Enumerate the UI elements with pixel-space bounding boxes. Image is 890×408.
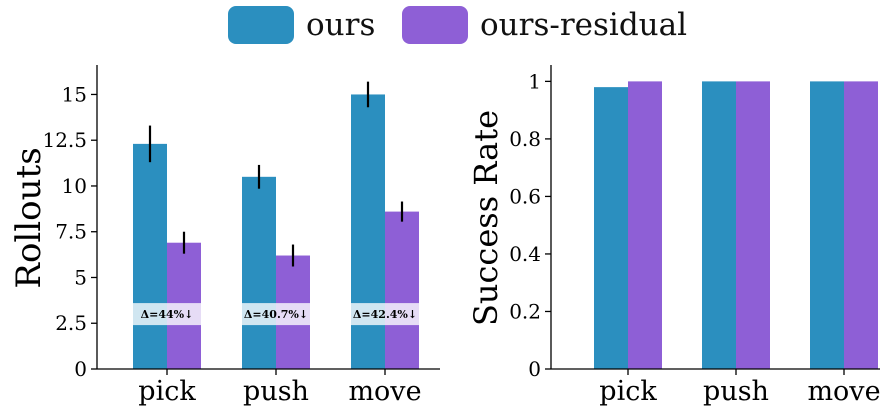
success-rate-bar-ours-residual-pick [628, 81, 662, 369]
rollouts-ytick-label: 15 [62, 82, 87, 106]
rollouts-xtick-label-push: push [243, 376, 309, 407]
rollouts-ytick-label: 0 [74, 357, 87, 381]
success-rate-chart: 0 0.2 0.4 0.6 0.8 1 pick push move Success Rate [467, 65, 881, 407]
rollouts-ytick-label: 2.5 [55, 311, 87, 335]
success-rate-ytick-label: 0.2 [509, 299, 541, 323]
rollouts-annotation-box-pick [133, 303, 201, 326]
legend-swatch-ours-residual [402, 6, 468, 44]
legend-swatch-ours [228, 6, 294, 44]
rollouts-y-axis-label: Rollouts [9, 147, 49, 288]
success-rate-xtick-label-pick: pick [599, 376, 657, 407]
rollouts-xtick-label-pick: pick [138, 376, 196, 407]
rollouts-annotation-pick: Δ=44%↓ [141, 308, 194, 321]
success-rate-ytick-label: 0 [528, 357, 541, 381]
rollouts-ytick-label: 7.5 [55, 220, 87, 244]
success-rate-bar-ours-residual-push [736, 81, 770, 369]
success-rate-bar-ours-pick [594, 87, 628, 369]
success-rate-xtick-label-move: move [807, 376, 880, 407]
legend-item-ours: ours [228, 6, 375, 44]
success-rate-ytick-label: 0.6 [509, 184, 541, 208]
success-rate-y-axis-label: Success Rate [467, 110, 505, 326]
success-rate-ytick-label: 0.4 [509, 242, 541, 266]
rollouts-annotation-box-push [242, 303, 310, 326]
rollouts-annotation-push: Δ=40.7%↓ [244, 308, 308, 321]
legend-label-ours: ours [306, 7, 376, 43]
success-rate-bar-ours-move [810, 81, 844, 369]
rollouts-annotation-move: Δ=42.4%↓ [353, 308, 417, 321]
rollouts-ytick-label: 12.5 [42, 128, 87, 152]
legend: ours ours-residual [0, 0, 890, 50]
legend-label-ours-residual: ours-residual [480, 7, 688, 43]
success-rate-bar-ours-push [702, 81, 736, 369]
rollouts-ytick-label: 5 [74, 265, 87, 289]
rollouts-bar-ours-residual-move [385, 211, 419, 369]
rollouts-bar-ours-move [351, 94, 385, 370]
rollouts-ytick-label: 10 [62, 174, 87, 198]
rollouts-annotation-box-move [351, 303, 419, 326]
success-rate-xtick-label-push: push [703, 376, 769, 407]
rollouts-chart: Δ=44%↓ Δ=40.7%↓ Δ=42.4%↓ 0 2.5 5 7.5 10 12.5 15 pi… [9, 65, 440, 407]
legend-item-ours-residual: ours-residual [402, 6, 687, 44]
success-rate-bar-ours-residual-move [844, 81, 878, 369]
success-rate-ytick-label: 0.8 [509, 127, 541, 151]
success-rate-ytick-label: 1 [528, 69, 541, 93]
rollouts-xtick-label-move: move [348, 376, 421, 407]
rollouts-bar-ours-push [242, 176, 276, 369]
rollouts-bar-ours-pick [133, 143, 167, 369]
